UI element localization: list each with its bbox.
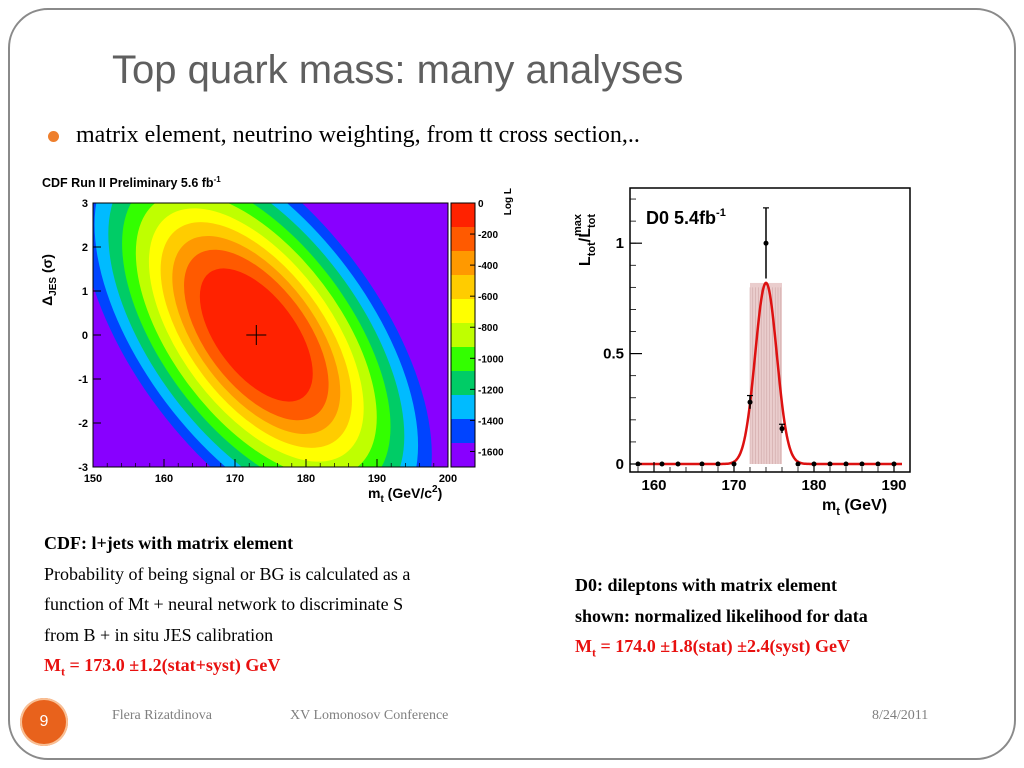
cdf-colorbar: 0 -200 -400 -600 -800 -1000 -1200 -1400 -1600 [450,199,504,468]
cdf-colorbar-segment [451,419,475,444]
cdf-y-tick-label: 1 [82,286,88,298]
cdf-colorbar-tick-label: -1400 [478,416,504,427]
d0-likelihood-plot: 160 170 180 190 0 0.5 1 D0 5.4fb-1 mt (GeV) Lt… [572,187,911,518]
cdf-x-tick-label: 170 [226,473,244,485]
cdf-x-tick-label: 200 [439,473,457,485]
d0-y-axis-label: Ltot/Ltotmax [572,213,598,266]
cdf-colorbar-segment [451,347,475,372]
cdf-colorbar-tick-label: 0 [478,199,484,210]
d0-fit-curve [638,281,902,466]
cdf-colorbar-tick-label: -1000 [478,354,504,365]
d0-x-tick-label: 170 [721,477,746,494]
d0-x-tick-label: 180 [801,477,826,494]
footer-date: 8/24/2011 [872,708,929,723]
cdf-colorbar-tick-label: -1600 [478,447,504,458]
cdf-x-axis-label: mt (GeV/c2) [368,484,442,505]
cdf-colorbar-frame [450,202,476,468]
cdf-colorbar-segment [451,203,475,228]
d0-data-point [675,461,681,467]
cdf-colorbar-label: Log L [503,188,514,215]
cdf-mass-result: Mt = 173.0 ±1.2(stat+syst) GeV [44,655,281,679]
cdf-colorbar-tick-label: -1200 [478,385,504,396]
d0-data-point [843,461,849,467]
d0-y-tick-label: 0.5 [603,346,624,363]
footer-author: Flera Rizatdinova [112,708,212,723]
d0-x-axis-label: mt (GeV) [822,497,887,518]
d0-data-point [659,461,665,467]
cdf-colorbar-tick-label: -400 [478,261,498,272]
d0-data-point [747,399,753,405]
d0-mass-result: Mt = 174.0 ±1.8(stat) ±2.4(syst) GeV [575,636,850,660]
cdf-colorbar-segment [451,299,475,324]
d0-plot-area: 160 170 180 190 0 0.5 1 [603,198,911,494]
d0-y-tick-label: 0 [616,456,624,473]
d0-data-point [875,461,881,467]
footer-conference: XV Lomonosov Conference [290,708,449,723]
cdf-y-tick-label: 2 [82,242,88,254]
cdf-x-tick-label: 190 [368,473,386,485]
cdf-caption: CDF: l+jets with matrix element Probabil… [44,528,524,687]
cdf-y-tick-label: -2 [78,418,88,430]
d0-caption-line: shown: normalized likelihood for data [575,605,868,626]
d0-data-point [779,426,785,432]
d0-data-point [859,461,865,467]
cdf-colorbar-segment [451,323,475,348]
slide-frame [8,8,1016,760]
cdf-caption-line: from B + in situ JES calibration [44,624,274,645]
d0-data-point [699,461,705,467]
d0-data-point [715,461,721,467]
cdf-colorbar-tick-label: -600 [478,292,498,303]
cdf-colorbar-segment [451,251,475,276]
page-number-badge [20,698,68,746]
d0-x-tick-label: 160 [641,477,666,494]
d0-chart-title: D0 5.4fb-1 [646,207,726,228]
d0-data-point [827,461,833,467]
d0-uncertainty-band [750,282,782,464]
cdf-y-tick-label: -3 [78,462,88,474]
cdf-colorbar-tick-label: -200 [478,230,498,241]
d0-y-tick-label: 1 [616,235,624,252]
d0-caption-line: D0: dileptons with matrix element [575,575,837,595]
d0-data-point [795,461,801,467]
cdf-y-tick-label: -1 [78,374,88,386]
cdf-x-tick-label: 160 [155,473,173,485]
cdf-caption-line: function of Mt + neural network to discr… [44,594,404,614]
page-number: 9 [39,713,49,730]
cdf-colorbar-segment [451,443,475,468]
cdf-caption-heading: CDF: l+jets with matrix element [44,533,294,553]
cdf-colorbar-tick-label: -800 [478,323,498,334]
cdf-colorbar-segment [451,371,475,396]
d0-x-tick-label: 190 [881,477,906,494]
d0-caption: D0: dileptons with matrix element shown:… [575,570,1015,668]
d0-data-point [763,240,769,246]
cdf-y-axis-label: ΔJES (σ) [39,254,59,306]
cdf-x-tick-label: 150 [84,473,102,485]
cdf-y-tick-label: 3 [82,198,88,210]
bullet-icon [48,131,59,142]
cdf-chart-title: CDF Run II Preliminary 5.6 fb-1 [42,175,221,190]
slide-title: Top quark mass: many analyses [112,48,684,92]
bullet-text: matrix element, neutrino weighting, from… [76,122,640,148]
cdf-likelihood-heatmap: CDF Run II Preliminary 5.6 fb-1 150 160 17… [39,175,514,505]
cdf-caption-line: Probability of being signal or BG is cal… [44,563,411,584]
cdf-plot-area [93,203,448,467]
cdf-colorbar-segment [451,395,475,420]
cdf-axes: 150 160 170 180 190 200 -3 -2 -1 0 1 2 3 [78,198,457,485]
cdf-y-tick-label: 0 [82,330,88,342]
cdf-colorbar-segment [451,275,475,300]
cdf-colorbar-segment [451,227,475,252]
cdf-x-tick-label: 180 [297,473,315,485]
